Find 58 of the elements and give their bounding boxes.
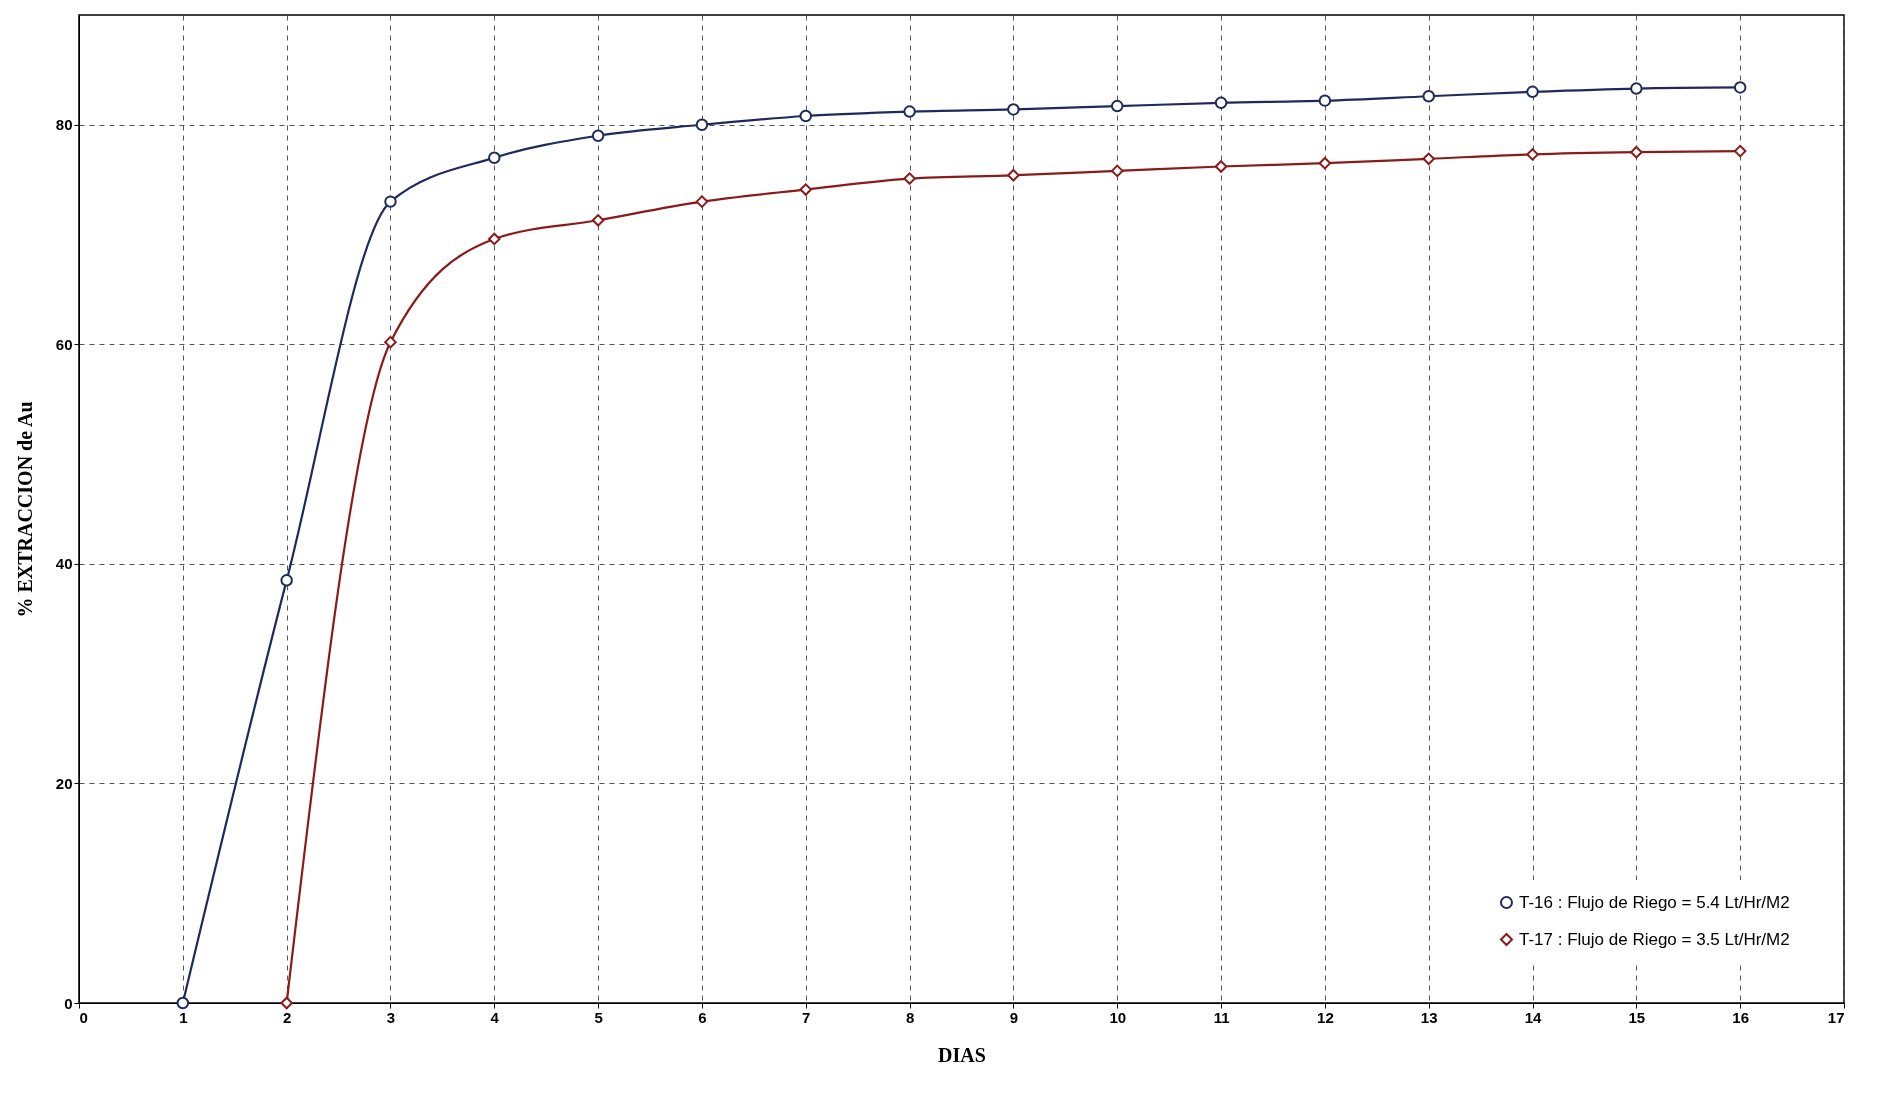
point [695,195,709,208]
x-tick-label: 10 [1109,1008,1127,1026]
point [1318,94,1332,107]
x-tick-label: 15 [1628,1008,1646,1026]
point [591,129,605,142]
point [1422,152,1435,166]
point [488,232,501,246]
y-tick-label: 40 [55,555,73,573]
point [1007,103,1020,116]
x-axis-title: DIAS [938,1043,986,1066]
legend-label: T-17 : Flujo de Riego = 3.5 Lt/Hr/M2 [1519,929,1790,949]
point [799,183,813,196]
x-tick-label: 1 [179,1008,188,1026]
x-tick-label: 16 [1732,1008,1750,1026]
point [1214,160,1228,173]
y-tick-label: 80 [55,116,73,134]
x-tick-label: 11 [1213,1008,1230,1026]
point [384,335,397,349]
y-tick-label: 20 [55,774,73,792]
point [1318,156,1332,170]
point [384,195,397,208]
y-tick-label: 0 [64,994,73,1012]
x-tick-label: 14 [1524,1008,1543,1026]
point [1630,82,1643,95]
x-tick-label: 0 [79,1008,88,1026]
point [176,996,190,1010]
point [1214,96,1228,110]
point [1526,148,1539,161]
x-tick-label: 6 [698,1008,707,1026]
point [488,151,501,164]
x-tick-label: 3 [386,1008,396,1026]
point [1110,99,1124,113]
x-tick-label: 9 [1009,1008,1019,1026]
x-tick-label: 4 [490,1008,500,1026]
point [799,109,813,123]
x-tick-label: 5 [594,1008,603,1026]
point [1422,90,1435,103]
point [591,214,605,227]
x-tick-label: 17 [1827,1008,1845,1026]
point [280,996,293,1010]
point [1733,81,1747,94]
point [903,105,916,118]
point [1007,169,1020,182]
x-tick-label: 12 [1317,1008,1334,1026]
x-tick-label: 2 [282,1008,292,1026]
point [903,172,916,185]
point [1630,145,1643,159]
x-tick-label: 8 [905,1008,915,1026]
point [1526,85,1539,99]
x-tick-label: 7 [802,1008,811,1026]
point [695,118,709,132]
y-tick-label: 60 [55,335,73,353]
point [280,574,293,587]
point [1733,144,1747,158]
y-axis-title: % EXTRACCION de Au [13,401,36,618]
point [1110,164,1124,178]
legend-label: T-16 : Flujo de Riego = 5.4 Lt/Hr/M2 [1519,892,1790,912]
x-tick-label: 13 [1420,1008,1438,1026]
